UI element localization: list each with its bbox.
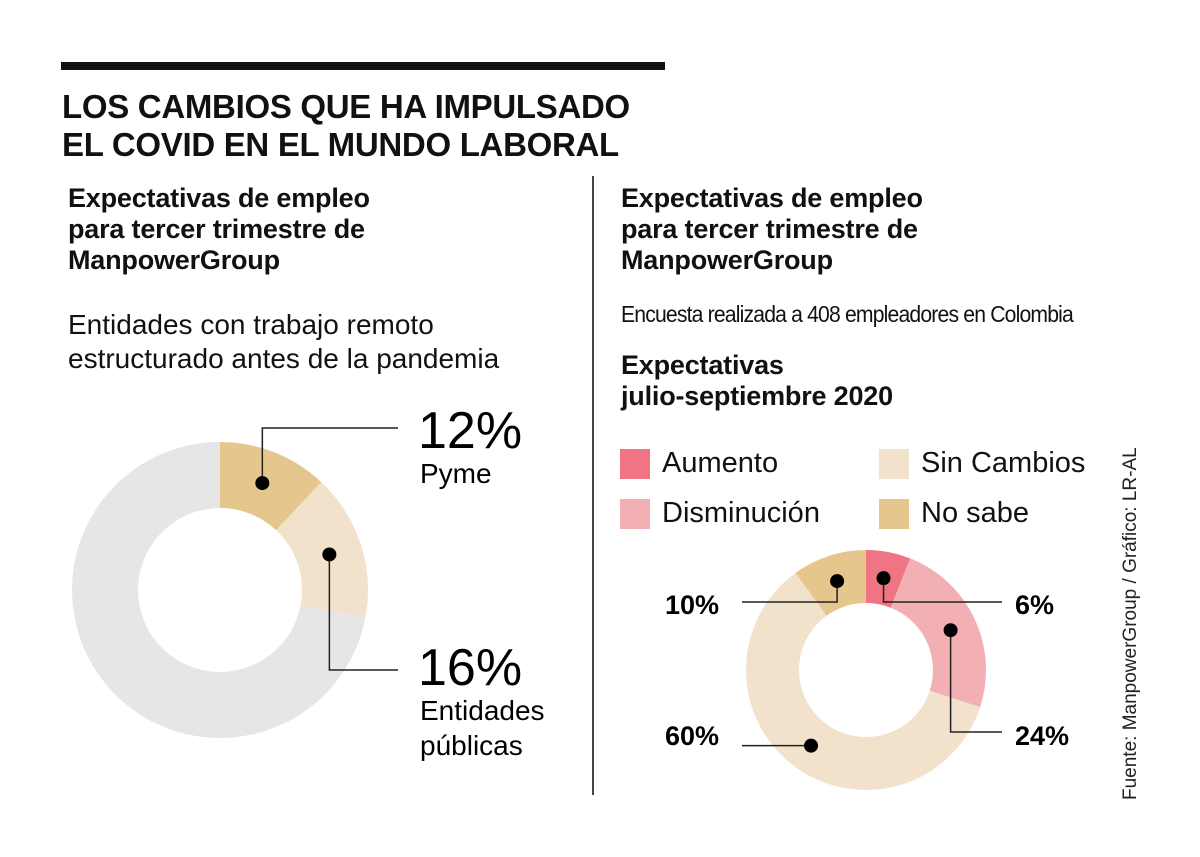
public-entities-marker-dot	[322, 547, 337, 562]
main-title-line: EL COVID EN EL MUNDO LABORAL	[62, 126, 619, 163]
legend-swatch	[620, 498, 650, 529]
pyme-marker-dot	[255, 476, 270, 491]
donut-slice-pyme	[220, 442, 322, 531]
left-desc-line: estructurado antes de la pandemia	[68, 343, 500, 374]
right-panel-title: Expectativas de empleo para tercer trime…	[621, 183, 923, 276]
legend-item-sin-cambios: Sin Cambios	[879, 447, 1085, 480]
right-title-line: para tercer trimestre de	[621, 214, 918, 244]
main-title-line: LOS CAMBIOS QUE HA IMPULSADO	[62, 88, 630, 125]
pyme-name-label: Pyme	[420, 458, 492, 489]
right-title-line: Expectativas de empleo	[621, 183, 923, 213]
right-chart-title: Expectativas julio-septiembre 2020	[621, 350, 893, 412]
donut-chart-remote-work	[72, 442, 369, 738]
aumento-marker-dot	[876, 571, 891, 586]
sin-cambios-percent-label: 60%	[665, 721, 719, 751]
column-divider	[592, 176, 594, 795]
no-sabe-marker-dot	[830, 574, 845, 589]
legend-swatch	[879, 498, 909, 529]
disminucion-percent-label: 24%	[1015, 721, 1069, 751]
public-entities-name-label: públicas	[420, 730, 523, 761]
legend-item-aumento: Aumento	[620, 447, 778, 480]
main-title: LOS CAMBIOS QUE HA IMPULSADO EL COVID EN…	[62, 88, 630, 164]
donut-slice-sin-cambios	[746, 572, 981, 791]
disminucion-marker-dot	[943, 623, 958, 638]
left-title-line: Expectativas de empleo	[68, 183, 370, 213]
donut-slice-entidades-p-blicas	[276, 482, 369, 618]
left-panel-title: Expectativas de empleo para tercer trime…	[68, 183, 370, 276]
legend-label: No sabe	[921, 497, 1030, 529]
public-entities-percent-label: 16%	[418, 639, 522, 697]
pyme-leader-line	[261, 427, 398, 484]
right-chart-title-line: julio-septiembre 2020	[621, 381, 893, 411]
legend-swatch	[620, 448, 650, 479]
legend-item-no-sabe: No sabe	[879, 497, 1029, 530]
pyme-percent-label: 12%	[418, 402, 522, 460]
public-entities-name-label: Entidades	[420, 695, 545, 726]
sin-cambios-marker-dot	[804, 738, 819, 753]
aumento-leader-line	[882, 578, 1002, 603]
legend-item-disminucion: Disminución	[620, 497, 820, 530]
public-entities-leader-line	[328, 554, 398, 671]
no-sabe-percent-label: 10%	[665, 590, 719, 620]
left-title-line: para tercer trimestre de	[68, 214, 365, 244]
source-credit: Fuente: ManpowerGroup / Gráfico: LR-AL	[1120, 447, 1141, 800]
legend-label: Sin Cambios	[921, 447, 1086, 479]
right-title-line: ManpowerGroup	[621, 245, 833, 275]
legend-swatch	[879, 448, 909, 479]
right-chart-title-line: Expectativas	[621, 350, 784, 380]
left-desc-line: Entidades con trabajo remoto	[68, 309, 434, 340]
donut-slice-disminuci-n	[890, 558, 986, 708]
left-title-line: ManpowerGroup	[68, 245, 280, 275]
header-rule	[61, 62, 665, 70]
left-panel-description: Entidades con trabajo remoto estructurad…	[68, 308, 499, 376]
right-panel-description: Encuesta realizada a 408 empleadores en …	[621, 301, 1074, 327]
donut-slice-resto	[72, 442, 366, 738]
legend-label: Disminución	[662, 497, 820, 529]
legend-label: Aumento	[662, 447, 779, 479]
aumento-percent-label: 6%	[1015, 590, 1054, 620]
disminucion-leader-line	[949, 630, 1002, 733]
